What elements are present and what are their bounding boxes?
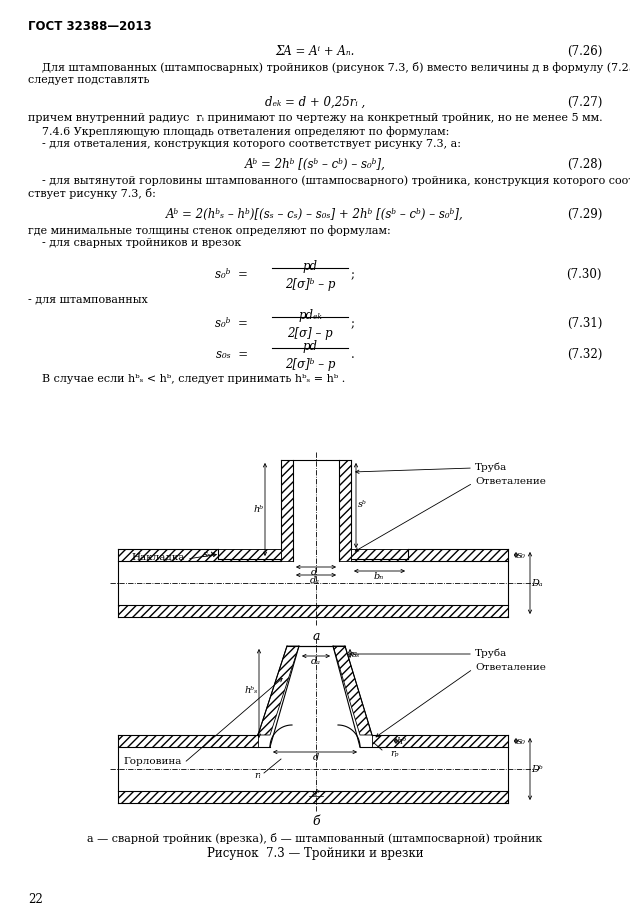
Text: 2[σ]ᵇ – p: 2[σ]ᵇ – p: [285, 358, 335, 371]
Text: sᵇ: sᵇ: [358, 499, 367, 509]
Text: hᵇ: hᵇ: [254, 505, 264, 513]
Text: В случае если hᵇₛ < hᵇ, следует принимать hᵇₛ = hᵇ .: В случае если hᵇₛ < hᵇ, следует принимат…: [28, 374, 345, 384]
Text: Труба: Труба: [475, 462, 507, 471]
Text: hᵇ: hᵇ: [397, 737, 407, 746]
Text: sᵇ: sᵇ: [312, 789, 321, 797]
Text: ;: ;: [351, 317, 355, 330]
Text: sₙ: sₙ: [203, 550, 212, 559]
Text: Dₐ: Dₐ: [531, 579, 542, 587]
Text: (7.28): (7.28): [567, 158, 602, 171]
Text: (7.27): (7.27): [566, 96, 602, 109]
Text: - для ответаления, конструкция которого соответствует рисунку 7.3, а:: - для ответаления, конструкция которого …: [28, 139, 461, 149]
Bar: [118, 605, 508, 617]
Text: s₀ᵇ  =: s₀ᵇ =: [215, 268, 248, 281]
Polygon shape: [333, 646, 372, 735]
Bar: [118, 747, 508, 791]
Text: s₀ᵇ  =: s₀ᵇ =: [215, 317, 248, 330]
Text: Aᵇ = 2hᵇ [(sᵇ – cᵇ) – s₀ᵇ],: Aᵇ = 2hᵇ [(sᵇ – cᵇ) – s₀ᵇ],: [244, 158, 386, 171]
Bar: [351, 549, 408, 559]
Polygon shape: [338, 725, 360, 747]
Bar: [372, 735, 508, 747]
Text: pd: pd: [302, 340, 318, 353]
Text: причем внутренний радиус  rᵢ принимают по чертежу на конкретный тройник, но не м: причем внутренний радиус rᵢ принимают по…: [28, 113, 603, 123]
Text: d: d: [311, 568, 317, 577]
Text: б: б: [312, 815, 320, 828]
Text: 2[σ] – p: 2[σ] – p: [287, 327, 333, 340]
Text: hᵇₛ: hᵇₛ: [244, 686, 258, 695]
Text: 7.4.6 Укрепляющую площадь ответаления определяют по формулам:: 7.4.6 Укрепляющую площадь ответаления оп…: [28, 126, 449, 137]
Text: Рисунок  7.3 — Тройники и врезки: Рисунок 7.3 — Тройники и врезки: [207, 847, 423, 860]
Bar: [281, 460, 293, 561]
Text: - для штампованных: - для штампованных: [28, 294, 148, 304]
Text: dₐ: dₐ: [310, 576, 320, 585]
Bar: [293, 460, 339, 561]
Text: Aᵇ = 2(hᵇₛ – hᵇ)[(sₛ – cₛ) – s₀ₛ] + 2hᵇ [(sᵇ – cᵇ) – s₀ᵇ],: Aᵇ = 2(hᵇₛ – hᵇ)[(sₛ – cₛ) – s₀ₛ] + 2hᵇ …: [166, 208, 464, 221]
Text: ствует рисунку 7.3, б:: ствует рисунку 7.3, б:: [28, 188, 156, 199]
Bar: [118, 561, 508, 605]
Bar: [218, 549, 281, 559]
Text: Для штампованных (штампосварных) тройников (рисунок 7.3, б) вместо величины д в : Для штампованных (штампосварных) тройник…: [28, 62, 630, 73]
Text: (7.30): (7.30): [566, 268, 602, 281]
Text: Ответаление: Ответаление: [475, 477, 546, 486]
Bar: [118, 549, 281, 561]
Text: Горловина: Горловина: [123, 757, 182, 766]
Text: 2[σ]ᵇ – p: 2[σ]ᵇ – p: [285, 278, 335, 291]
Text: - для сварных тройников и врезок: - для сварных тройников и врезок: [28, 238, 241, 248]
Text: - для вытянутой горловины штампованного (штампосварного) тройника, конструкция к: - для вытянутой горловины штампованного …: [28, 175, 630, 185]
Text: Ответаление: Ответаление: [475, 663, 546, 672]
Text: ГОСТ 32388—2013: ГОСТ 32388—2013: [28, 20, 152, 33]
Text: а: а: [312, 630, 320, 643]
Bar: [351, 549, 508, 561]
Text: Dᵇ: Dᵇ: [531, 764, 543, 773]
Text: (7.29): (7.29): [566, 208, 602, 221]
Text: dₑₖ = d + 0,25rᵢ ,: dₑₖ = d + 0,25rᵢ ,: [265, 96, 365, 109]
Bar: [339, 460, 351, 561]
Polygon shape: [258, 646, 299, 735]
Bar: [118, 735, 258, 747]
Text: ;: ;: [351, 268, 355, 281]
Text: следует подставлять: следует подставлять: [28, 75, 149, 85]
Text: (7.31): (7.31): [566, 317, 602, 330]
Polygon shape: [270, 646, 360, 735]
Text: а — сварной тройник (врезка), б — штампованный (штампосварной) тройник: а — сварной тройник (врезка), б — штампо…: [88, 833, 542, 844]
Polygon shape: [270, 725, 292, 747]
Text: Труба: Труба: [475, 648, 507, 657]
Text: pd: pd: [302, 260, 318, 273]
Text: (7.32): (7.32): [566, 348, 602, 361]
Text: (7.26): (7.26): [566, 45, 602, 58]
Text: 22: 22: [28, 893, 43, 906]
Text: dₐ: dₐ: [311, 657, 321, 666]
Text: rᵢ: rᵢ: [255, 771, 261, 780]
Text: d: d: [313, 753, 319, 762]
Bar: [118, 791, 508, 803]
Text: pdₑₖ: pdₑₖ: [298, 309, 322, 322]
Text: s₀ₛ  =: s₀ₛ =: [216, 348, 248, 361]
Text: где минимальные толщины стенок определяют по формулам:: где минимальные толщины стенок определяю…: [28, 225, 391, 236]
Text: Накладка: Накладка: [132, 553, 185, 562]
Text: rₚ: rₚ: [390, 749, 399, 758]
Text: .: .: [351, 348, 355, 361]
Text: s₀: s₀: [517, 737, 526, 746]
Text: bₙ: bₙ: [374, 572, 384, 581]
Text: ΣA = Aⁱ + Aₙ.: ΣA = Aⁱ + Aₙ.: [275, 45, 355, 58]
Text: sₛ: sₛ: [352, 649, 360, 658]
Text: s₀: s₀: [517, 551, 526, 560]
